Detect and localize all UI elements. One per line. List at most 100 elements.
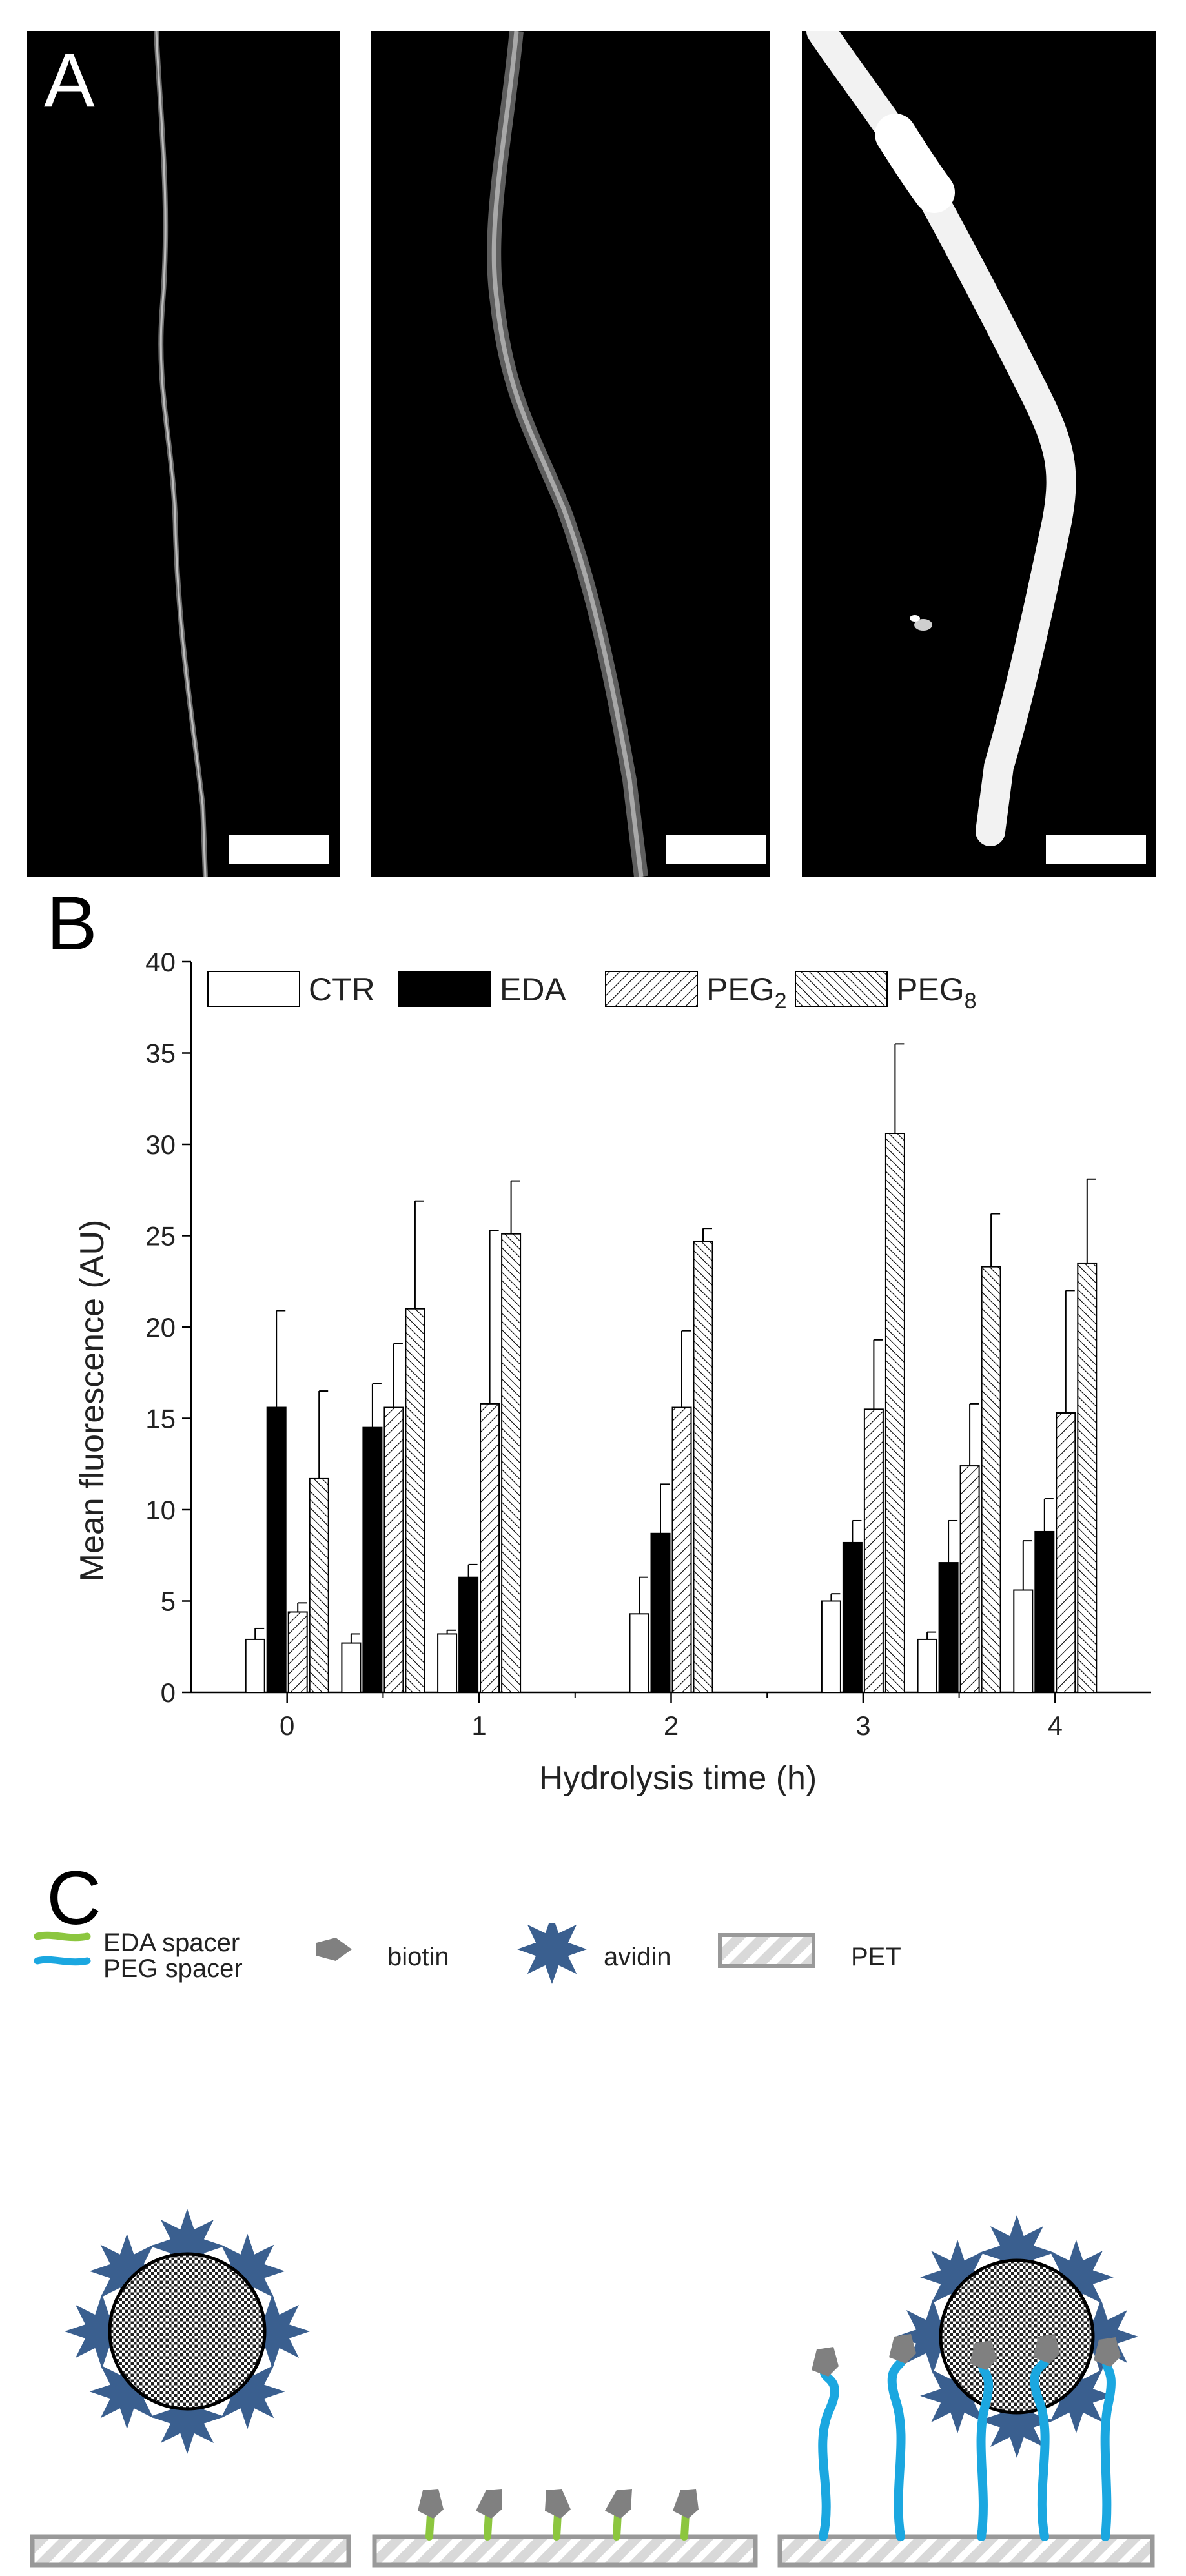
legend-pet: PET (851, 1943, 901, 1971)
eda-spacer (425, 2510, 435, 2541)
bar-eda (458, 1576, 479, 1693)
bar-peg2 (480, 1403, 500, 1693)
bar-ctr (245, 1638, 265, 1694)
micrograph-eda (27, 31, 340, 877)
legend-label: CTR (309, 971, 375, 1008)
y-tick-label: 0 (161, 1678, 176, 1708)
y-tick-label: 30 (145, 1130, 176, 1160)
bar-ctr (1013, 1589, 1034, 1694)
fiber-image-1 (154, 31, 208, 877)
peg-spacer (818, 2363, 839, 2541)
biotin (476, 2489, 502, 2519)
bar-ctr (341, 1642, 362, 1693)
bar-eda (842, 1541, 863, 1693)
legend-avidin: avidin (604, 1943, 671, 1971)
legend-label: PEG8 (896, 971, 977, 1013)
bar-peg8 (501, 1233, 522, 1693)
bar-peg2 (1056, 1412, 1076, 1693)
peg-spacer (887, 2350, 908, 2541)
biotin (673, 2489, 699, 2519)
biotin (970, 2340, 997, 2370)
bar-eda (938, 1562, 959, 1693)
schematic-diagram (30, 1923, 1155, 2568)
bar-peg8 (405, 1308, 425, 1693)
legend-label: PEG2 (706, 971, 787, 1013)
eda-spacer (553, 2510, 562, 2541)
avidin-bead (65, 2209, 310, 2454)
pet-surfaces (30, 2534, 1155, 2568)
avidin-icon (517, 1923, 587, 1984)
chart-bars (245, 1043, 1098, 1694)
bar-peg8 (884, 1133, 905, 1693)
bar-eda (362, 1426, 383, 1694)
y-tick-label: 25 (145, 1221, 176, 1252)
x-tick-label: 3 (855, 1710, 870, 1741)
bar-peg2 (287, 1611, 308, 1693)
bead-core (108, 2252, 267, 2411)
pet-surface (372, 2534, 758, 2568)
bar-peg2 (383, 1406, 404, 1694)
peg-spacer (1030, 2350, 1052, 2541)
legend-biotin: biotin (387, 1943, 449, 1971)
legend-swatch (398, 971, 491, 1007)
x-axis-label: Hydrolysis time (h) (539, 1760, 817, 1797)
bar-ctr (629, 1613, 649, 1694)
y-tick-label: 20 (145, 1312, 176, 1343)
bar-eda (266, 1406, 287, 1694)
y-axis-label: Mean fluorescence (AU) (74, 1220, 111, 1582)
bead-core (939, 2258, 1095, 2415)
bar-ctr (821, 1600, 841, 1693)
legend-label: EDA (500, 971, 566, 1008)
peg-spacer (1100, 2353, 1116, 2541)
bar-peg8 (1077, 1262, 1098, 1693)
legend-swatch (207, 971, 300, 1007)
biotin-icon (316, 1938, 352, 1961)
pet-surface (30, 2534, 351, 2568)
eda-spacer-swatch (34, 1931, 91, 1942)
avidin-coated-beads (65, 2209, 1138, 2458)
panel-letter-b: B (46, 881, 97, 966)
micrograph-peg2 (371, 31, 770, 877)
surface-linkers (418, 2334, 1121, 2541)
peg-spacer (976, 2357, 994, 2541)
eda-spacer (613, 2510, 622, 2541)
bar-eda (650, 1532, 671, 1693)
chart-legend: CTR EDA PEG2 PEG8 (207, 971, 977, 1013)
legend-swatch (795, 971, 888, 1007)
scale-bar (1046, 835, 1146, 864)
bar-peg8 (309, 1477, 329, 1693)
bar-ctr (437, 1633, 458, 1693)
panel-letter-a: A (44, 38, 95, 123)
bar-peg8 (693, 1240, 713, 1693)
y-tick-label: 5 (161, 1587, 176, 1617)
peg-spacer-swatch (34, 1956, 91, 1966)
eda-spacer (680, 2510, 690, 2541)
bar-peg2 (959, 1465, 980, 1694)
y-tick-label: 15 (145, 1404, 176, 1434)
bar-ctr (917, 1638, 937, 1694)
y-tick-label: 10 (145, 1495, 176, 1525)
bar-peg8 (981, 1266, 1001, 1693)
avidin-bead (895, 2215, 1138, 2458)
fiber-image-2 (487, 31, 648, 877)
scale-bar (666, 835, 766, 864)
eda-spacer (484, 2510, 493, 2541)
legend-eda-spacer: EDA spacer (103, 1929, 240, 1957)
legend-swatch (605, 971, 698, 1007)
bar-eda (1034, 1530, 1055, 1694)
bar-peg2 (863, 1408, 884, 1693)
legend-peg-spacer: PEG spacer (103, 1954, 243, 1983)
scale-bar (229, 835, 329, 864)
biotin (1033, 2334, 1060, 2364)
biotin (889, 2334, 916, 2364)
y-tick-label: 40 (145, 947, 176, 977)
biotin (545, 2489, 571, 2519)
pet-swatch (718, 1933, 815, 1968)
x-tick-label: 1 (471, 1710, 486, 1741)
panel-letter-c: C (46, 1856, 102, 1941)
x-tick-label: 0 (280, 1710, 294, 1741)
x-tick-label: 4 (1048, 1710, 1063, 1741)
bar-chart: 0 5 10 15 20 25 30 35 40 0 1 2 3 4 CTR EDA PEG2 PEG8 Hyd… (74, 947, 1151, 1797)
biotin (812, 2347, 839, 2377)
pet-surface (777, 2534, 1155, 2568)
